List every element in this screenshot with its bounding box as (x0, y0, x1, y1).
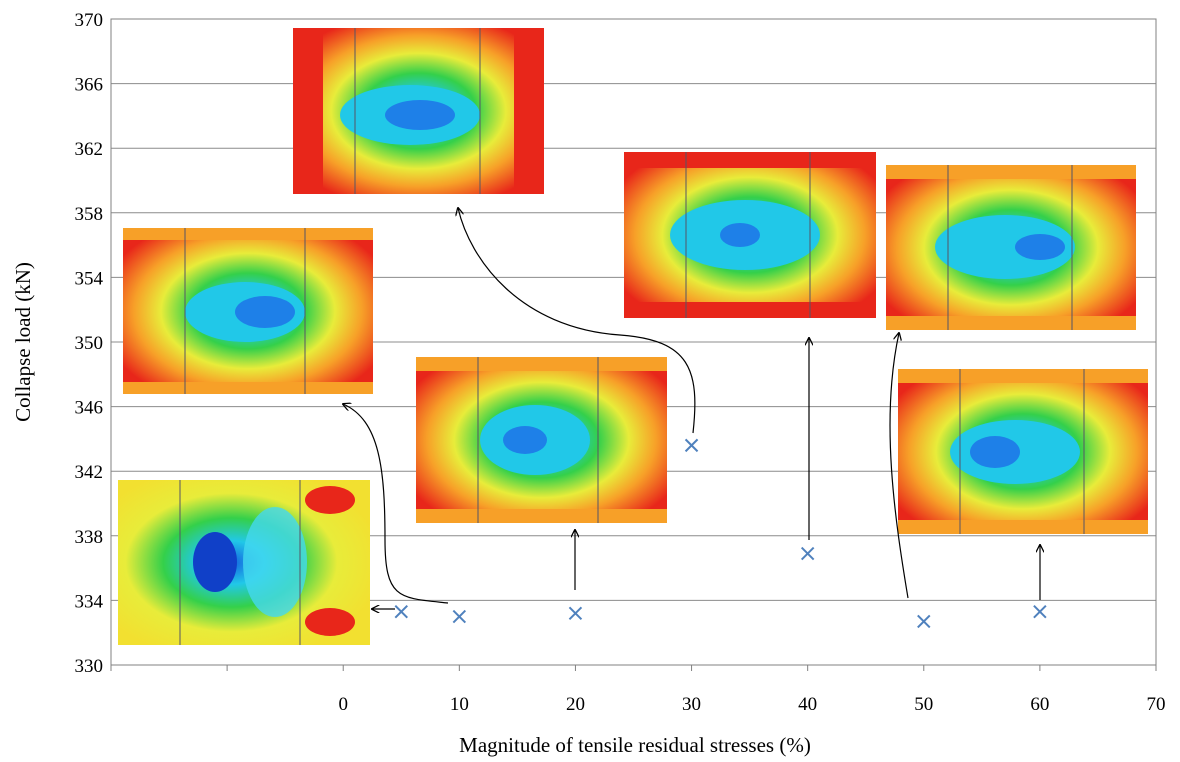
contour-inset-40pct (624, 152, 876, 318)
contour-inset-0pct (118, 480, 370, 645)
x-tick-label: 10 (450, 694, 469, 715)
data-point (568, 606, 583, 621)
plot-area-frame (110, 18, 1157, 666)
y-tick-label: 338 (75, 527, 104, 548)
arrow-to-inset-50pct (889, 333, 909, 599)
y-tick-label: 358 (75, 204, 104, 225)
x-tick-label: 50 (914, 694, 933, 715)
contour-inset-20pct (416, 357, 667, 523)
data-point (394, 604, 408, 619)
data-point (800, 546, 815, 561)
x-tick-label: 70 (1147, 694, 1166, 715)
x-axis-title: Magnitude of tensile residual stresses (… (459, 733, 811, 757)
x-tick-label: 30 (682, 694, 701, 715)
contour-insets (118, 28, 1148, 645)
data-points (394, 438, 1047, 629)
x-tick-label: 60 (1030, 694, 1049, 715)
contour-inset-5pct (123, 228, 373, 394)
data-point (684, 438, 699, 453)
y-axis-title: Collapse load (kN) (11, 262, 35, 422)
y-tick-label: 330 (75, 656, 104, 677)
y-tick-label: 370 (75, 10, 104, 31)
data-point (452, 609, 467, 624)
y-axis-ticks: 330 334 338 342 346 350 354 358 362 366 370 (75, 10, 104, 677)
x-tick-label: 40 (798, 694, 817, 715)
y-tick-label: 334 (75, 591, 104, 612)
y-tick-label: 354 (75, 268, 104, 289)
contour-inset-60pct (898, 369, 1148, 534)
x-axis-ticks: 0 10 20 30 40 50 60 70 (110, 665, 1166, 715)
connector-arrows (343, 208, 1040, 609)
x-tick-label: 0 (338, 694, 348, 715)
data-point (917, 614, 931, 629)
y-tick-label: 346 (75, 398, 104, 419)
x-tick-label: 20 (566, 694, 585, 715)
contour-inset-10pct (293, 28, 544, 194)
arrow-to-inset-5pct (343, 404, 449, 604)
y-tick-label: 366 (75, 75, 104, 96)
contour-inset-50pct (886, 165, 1136, 330)
arrow-to-inset-10pct (458, 208, 696, 434)
y-tick-label: 362 (75, 139, 104, 160)
data-point (1033, 604, 1047, 619)
y-tick-label: 342 (75, 462, 104, 483)
y-tick-label: 350 (75, 333, 104, 354)
